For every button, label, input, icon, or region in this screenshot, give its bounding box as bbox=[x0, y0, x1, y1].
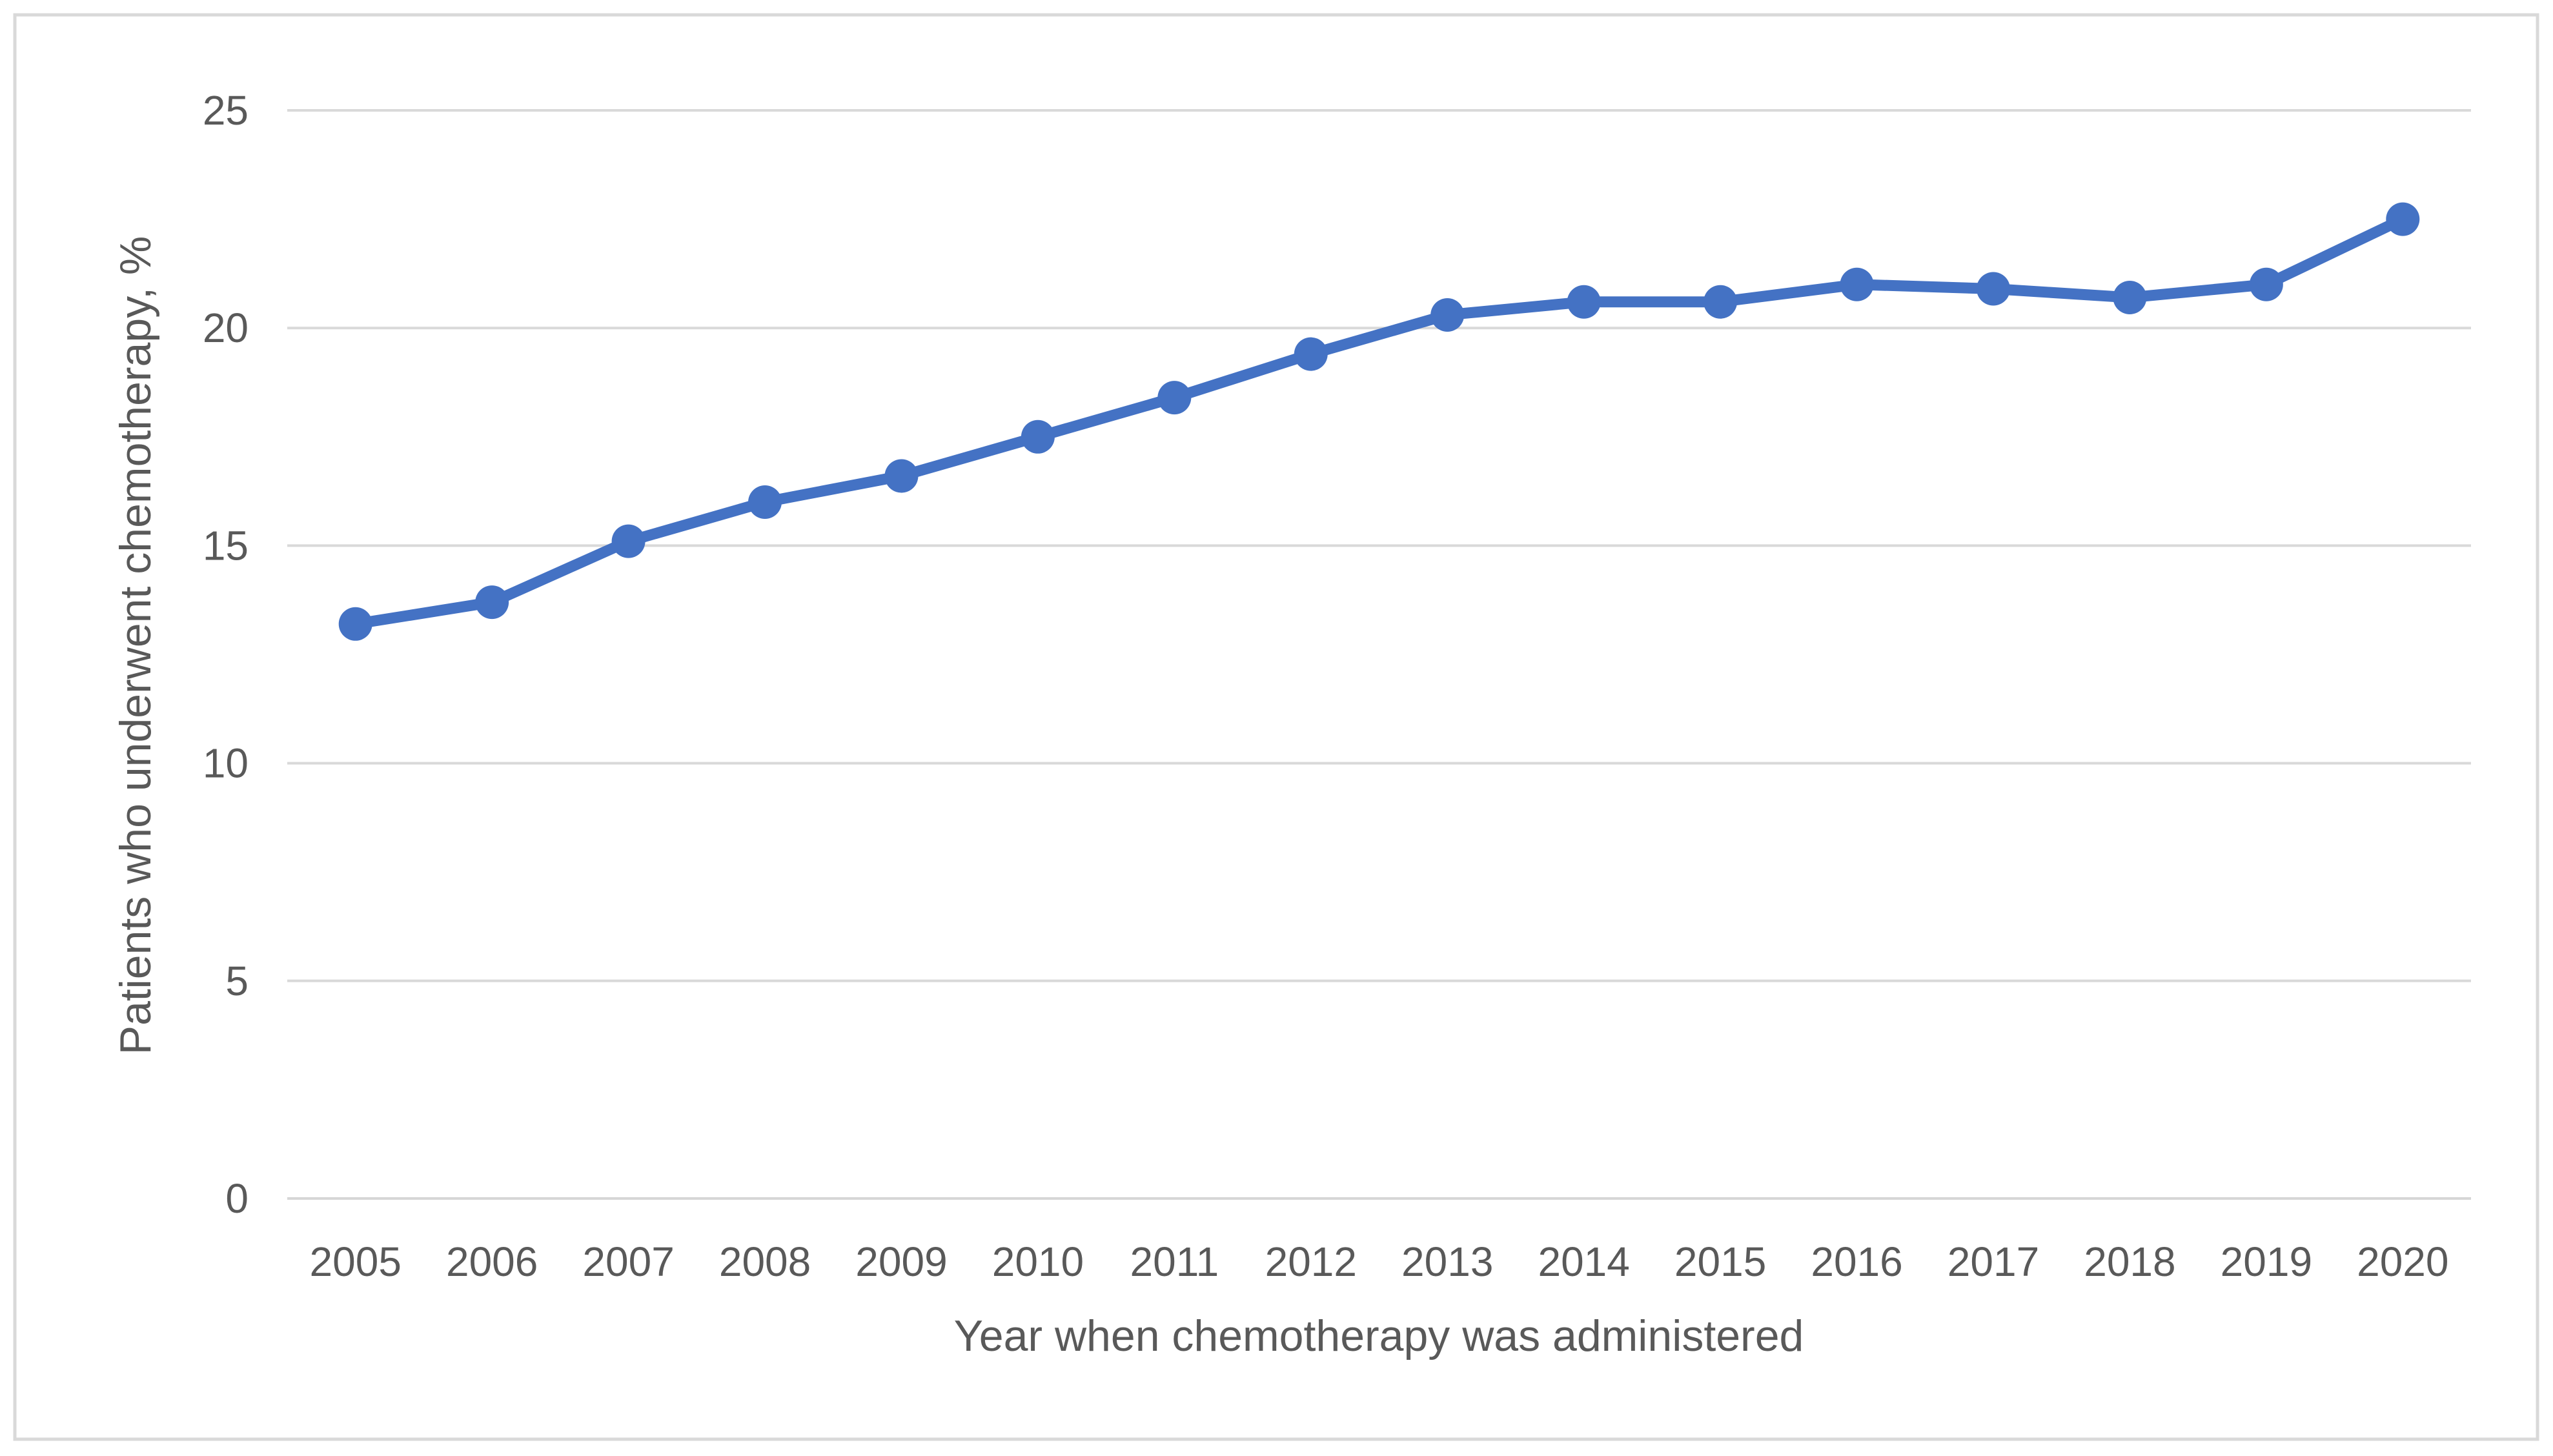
x-tick-label: 2019 bbox=[2221, 1239, 2312, 1285]
data-point-markers bbox=[338, 202, 2420, 641]
x-tick-label: 2007 bbox=[582, 1239, 674, 1285]
y-tick-label: 5 bbox=[225, 958, 249, 1004]
data-point-marker bbox=[1976, 272, 2010, 306]
data-point-marker bbox=[1294, 337, 1328, 371]
x-tick-label: 2020 bbox=[2357, 1239, 2448, 1285]
x-axis-title: Year when chemotherapy was administered bbox=[954, 1311, 1804, 1360]
x-tick-label: 2008 bbox=[719, 1239, 811, 1285]
y-axis-tick-labels: 0 5 10 15 20 25 bbox=[203, 87, 249, 1222]
x-tick-label: 2009 bbox=[855, 1239, 947, 1285]
chart-border bbox=[13, 13, 2539, 1441]
y-tick-label: 15 bbox=[203, 522, 249, 569]
data-point-marker bbox=[2249, 267, 2283, 301]
y-tick-label: 0 bbox=[225, 1175, 249, 1222]
data-point-marker bbox=[1157, 381, 1192, 415]
x-axis-tick-labels: 2005 2006 2007 2008 2009 2010 2011 2012 2013 2014… bbox=[310, 1239, 2449, 1285]
x-tick-label: 2017 bbox=[1948, 1239, 2039, 1285]
data-point-marker bbox=[1840, 267, 1874, 301]
data-point-marker bbox=[1430, 298, 1465, 332]
gridlines bbox=[287, 109, 2471, 1200]
x-tick-label: 2006 bbox=[446, 1239, 538, 1285]
data-point-marker bbox=[2386, 202, 2420, 236]
data-series-line bbox=[350, 214, 2408, 630]
x-tick-label: 2016 bbox=[1811, 1239, 1902, 1285]
y-tick-label: 25 bbox=[203, 87, 249, 134]
y-tick-label: 20 bbox=[203, 305, 249, 351]
data-point-marker bbox=[748, 485, 782, 519]
series-polyline bbox=[350, 214, 2408, 630]
y-axis-title: Patients who underwent chemotherapy, % bbox=[111, 236, 160, 1055]
data-point-marker bbox=[2113, 280, 2147, 314]
data-point-marker bbox=[611, 524, 646, 558]
x-tick-label: 2015 bbox=[1674, 1239, 1766, 1285]
x-tick-label: 2010 bbox=[992, 1239, 1084, 1285]
x-tick-label: 2005 bbox=[310, 1239, 402, 1285]
data-point-marker bbox=[1567, 285, 1601, 319]
x-tick-label: 2013 bbox=[1401, 1239, 1493, 1285]
y-tick-label: 10 bbox=[203, 740, 249, 787]
data-point-marker bbox=[884, 459, 919, 493]
x-tick-label: 2011 bbox=[1130, 1239, 1219, 1285]
data-point-marker bbox=[475, 585, 509, 620]
x-tick-label: 2014 bbox=[1538, 1239, 1629, 1285]
x-tick-label: 2018 bbox=[2084, 1239, 2175, 1285]
data-point-marker bbox=[1021, 420, 1055, 454]
x-tick-label: 2012 bbox=[1265, 1239, 1357, 1285]
data-point-marker bbox=[1704, 285, 1738, 319]
data-point-marker bbox=[338, 607, 372, 641]
